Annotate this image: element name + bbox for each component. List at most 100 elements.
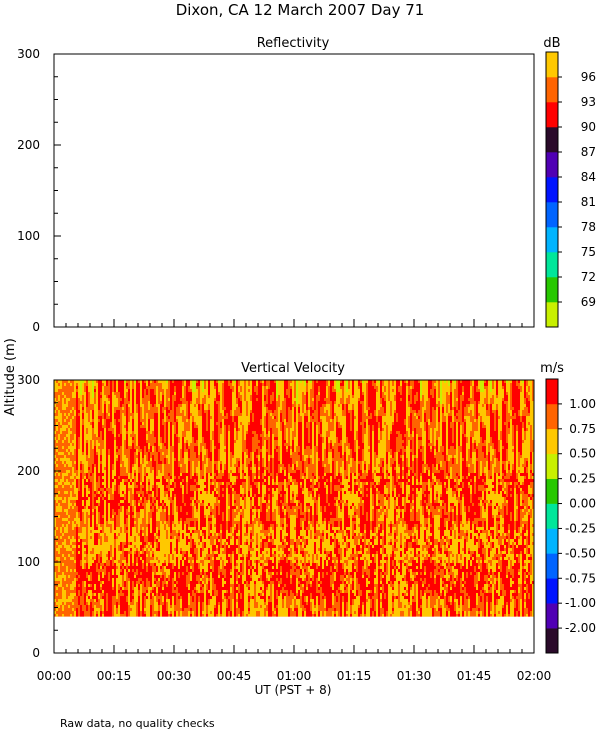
velocity-cell: [96, 518, 98, 521]
velocity-cell: [138, 485, 140, 488]
velocity-cell: [94, 593, 96, 596]
velocity-cell: [124, 437, 126, 440]
velocity-cell: [102, 473, 104, 476]
velocity-cell: [114, 509, 116, 512]
velocity-cell: [172, 548, 174, 551]
velocity-cell: [96, 575, 98, 578]
velocity-cell: [94, 587, 96, 590]
velocity-cell: [214, 563, 216, 566]
velocity-cell: [92, 608, 94, 611]
velocity-cell: [168, 548, 170, 551]
velocity-cell: [56, 485, 58, 488]
velocity-cell: [208, 386, 210, 389]
velocity-cell: [220, 566, 222, 569]
velocity-cell: [170, 494, 172, 497]
velocity-cell: [144, 551, 146, 554]
velocity-cell: [112, 551, 114, 554]
velocity-cell: [170, 581, 172, 584]
velocity-cell: [130, 521, 132, 524]
velocity-cell: [196, 566, 198, 569]
velocity-cell: [208, 437, 210, 440]
velocity-cell: [96, 533, 98, 536]
velocity-cell: [82, 386, 84, 389]
velocity-cell: [64, 509, 66, 512]
velocity-cell: [144, 578, 146, 581]
velocity-cell: [120, 605, 122, 608]
velocity-cell: [198, 425, 200, 428]
velocity-cell: [86, 404, 88, 407]
velocity-cell: [238, 431, 240, 434]
velocity-cell: [76, 488, 78, 491]
velocity-cell: [170, 593, 172, 596]
velocity-cell: [84, 422, 86, 425]
velocity-cell: [134, 392, 136, 395]
velocity-cell: [84, 395, 86, 398]
velocity-cell: [190, 500, 192, 503]
velocity-cell: [136, 467, 138, 470]
velocity-cell: [186, 398, 188, 401]
velocity-cell: [108, 419, 110, 422]
velocity-cell: [80, 494, 82, 497]
velocity-cell: [196, 536, 198, 539]
velocity-cell: [102, 518, 104, 521]
velocity-cell: [162, 434, 164, 437]
velocity-cell: [214, 404, 216, 407]
velocity-cell: [180, 590, 182, 593]
velocity-cell: [184, 515, 186, 518]
velocity-cell: [190, 494, 192, 497]
velocity-cell: [228, 488, 230, 491]
velocity-cell: [114, 533, 116, 536]
velocity-cell: [160, 614, 162, 617]
reflectivity-y-tick-label: 0: [32, 320, 40, 334]
velocity-cell: [98, 458, 100, 461]
velocity-cell: [156, 551, 158, 554]
velocity-cell: [136, 473, 138, 476]
velocity-cell: [200, 506, 202, 509]
velocity-cell: [160, 404, 162, 407]
velocity-cell: [190, 440, 192, 443]
velocity-cell: [168, 425, 170, 428]
velocity-cell: [80, 578, 82, 581]
velocity-cell: [100, 527, 102, 530]
velocity-cell: [218, 557, 220, 560]
velocity-cell: [108, 545, 110, 548]
velocity-cell: [228, 413, 230, 416]
velocity-cell: [148, 593, 150, 596]
velocity-cell: [132, 524, 134, 527]
velocity-cell: [140, 440, 142, 443]
velocity-cell: [76, 581, 78, 584]
velocity-cell: [118, 440, 120, 443]
velocity-cell: [110, 500, 112, 503]
velocity-cell: [86, 497, 88, 500]
velocity-cell: [56, 479, 58, 482]
velocity-cell: [188, 566, 190, 569]
velocity-cell: [160, 431, 162, 434]
velocity-cell: [208, 425, 210, 428]
velocity-cell: [86, 467, 88, 470]
velocity-cell: [114, 425, 116, 428]
velocity-cell: [54, 497, 56, 500]
velocity-cell: [196, 563, 198, 566]
velocity-cell: [80, 437, 82, 440]
velocity-cell: [184, 539, 186, 542]
velocity-cell: [238, 455, 240, 458]
velocity-cell: [112, 473, 114, 476]
velocity-cell: [202, 506, 204, 509]
velocity-cell: [200, 428, 202, 431]
velocity-cell: [130, 575, 132, 578]
velocity-cell: [140, 566, 142, 569]
velocity-cell: [216, 428, 218, 431]
velocity-cell: [162, 554, 164, 557]
velocity-cell: [134, 608, 136, 611]
velocity-cell: [168, 509, 170, 512]
velocity-cell: [206, 494, 208, 497]
velocity-cell: [70, 539, 72, 542]
velocity-cell: [116, 509, 118, 512]
velocity-cell: [148, 452, 150, 455]
velocity-cell: [206, 506, 208, 509]
velocity-cell: [186, 527, 188, 530]
velocity-cell: [158, 428, 160, 431]
velocity-cell: [54, 461, 56, 464]
velocity-cell: [226, 446, 228, 449]
velocity-cell: [128, 437, 130, 440]
